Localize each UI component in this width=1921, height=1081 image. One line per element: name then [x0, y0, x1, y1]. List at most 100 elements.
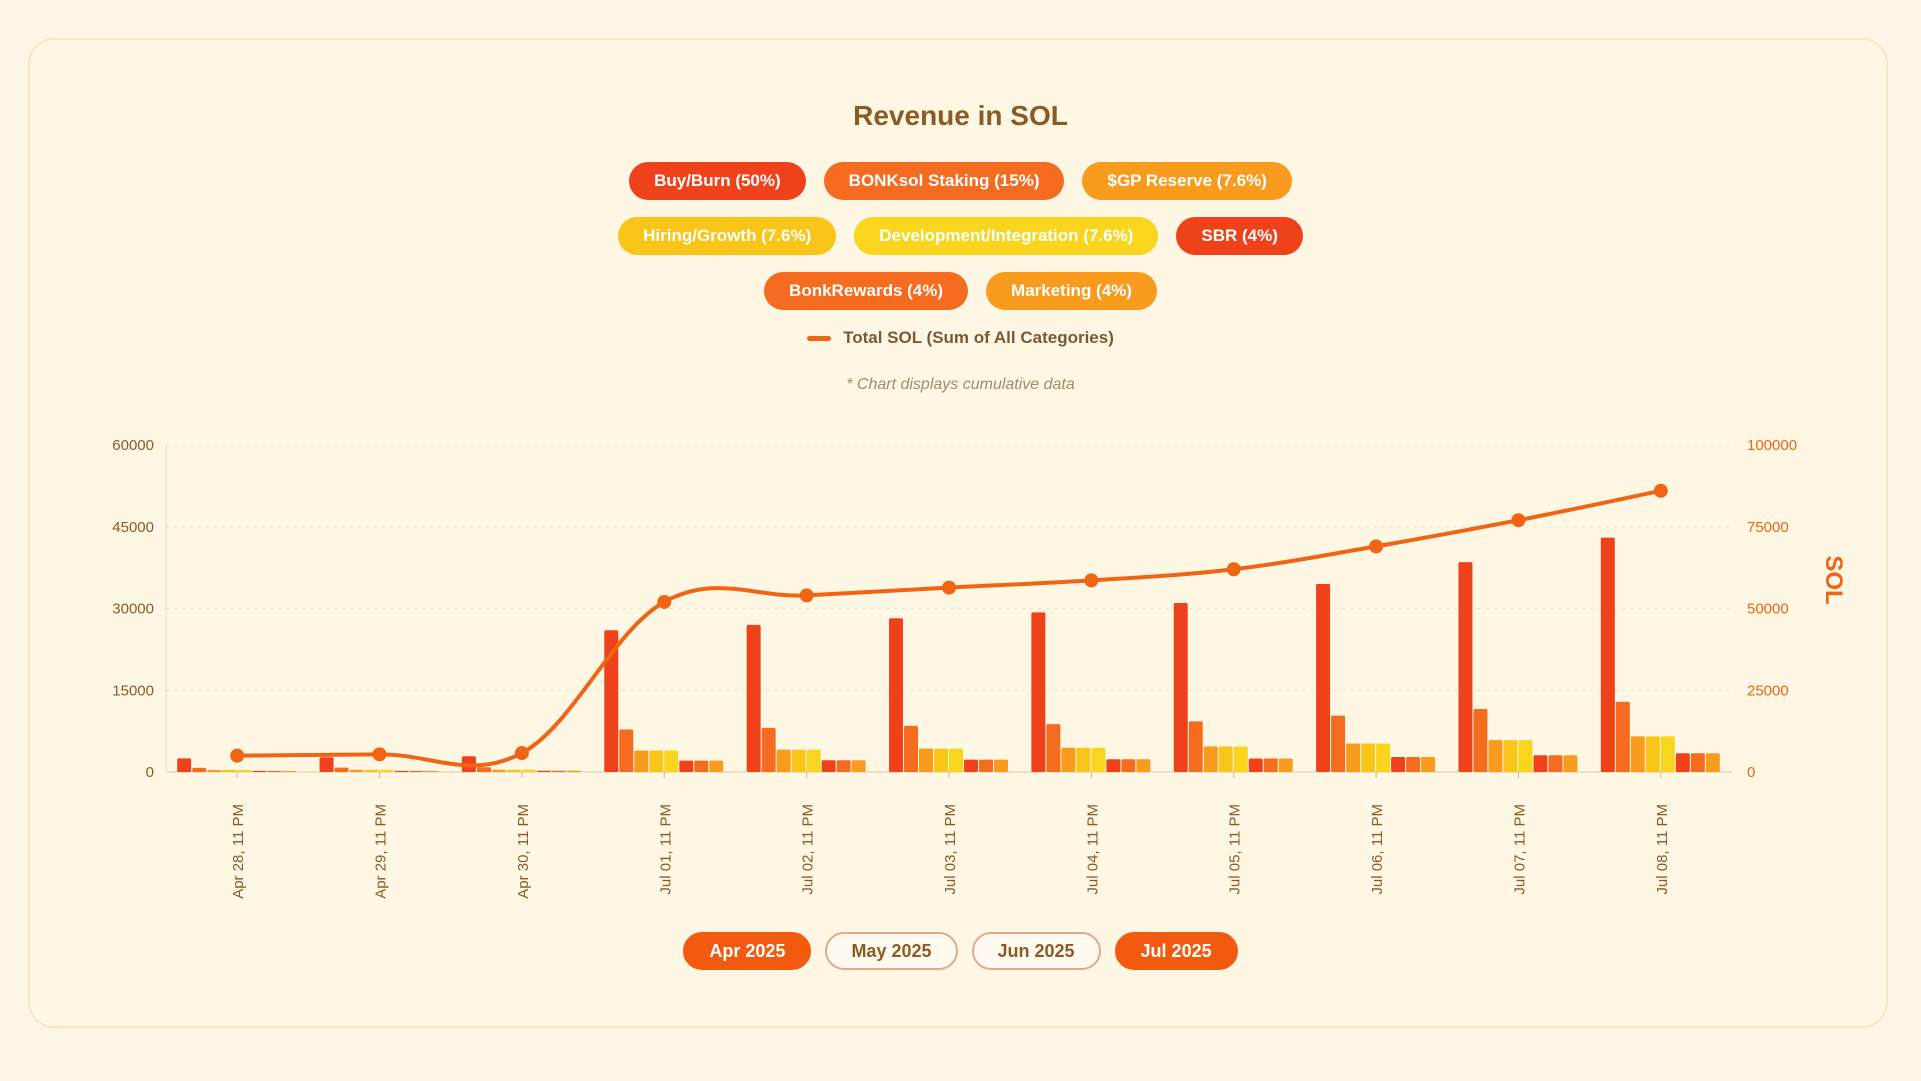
bar	[566, 770, 581, 772]
bar	[1121, 759, 1136, 772]
legend-pill-bonksol-staking[interactable]: BONKsol Staking (15%)	[823, 162, 1065, 200]
bar	[1076, 747, 1091, 772]
bar	[536, 770, 551, 772]
bar	[1473, 709, 1488, 772]
bar	[506, 769, 521, 772]
bar	[207, 769, 222, 772]
x-tick-label: Jul 07, 11 PM	[1511, 804, 1528, 895]
bar	[1406, 756, 1421, 772]
legend-pill-development-integration[interactable]: Development/Integration (7.6%)	[854, 217, 1159, 255]
bar	[604, 630, 619, 772]
bar	[1278, 758, 1293, 772]
bar	[619, 729, 634, 772]
bar	[1263, 758, 1278, 772]
bar	[1660, 736, 1675, 772]
bar	[791, 749, 806, 772]
bar	[964, 759, 978, 772]
bar	[1091, 747, 1106, 772]
bar	[1690, 753, 1705, 772]
legend-total-label: Total SOL (Sum of All Categories)	[843, 328, 1114, 347]
y-tick-label-left: 15000	[112, 682, 154, 699]
bar	[1705, 753, 1720, 772]
bar	[694, 760, 709, 772]
chart-card	[28, 38, 1888, 1028]
y-tick-label-right: 100000	[1747, 437, 1797, 454]
legend-pill-bonkrewards[interactable]: BonkRewards (4%)	[764, 272, 969, 310]
bar	[1458, 562, 1473, 772]
legend-pill-buy-burn[interactable]: Buy/Burn (50%)	[629, 162, 806, 200]
bar	[177, 758, 192, 772]
bar	[836, 760, 851, 772]
bar	[521, 769, 536, 772]
bar	[319, 757, 334, 772]
bar	[934, 748, 948, 772]
total-sol-line	[235, 488, 1663, 768]
month-button-apr-2025[interactable]: Apr 2025	[683, 932, 812, 970]
bar	[267, 770, 282, 772]
bar	[761, 727, 776, 772]
bar	[1361, 743, 1376, 772]
bar	[1630, 736, 1645, 772]
legend-pill-sbr[interactable]: SBR (4%)	[1176, 217, 1303, 255]
bar	[776, 749, 791, 772]
chart-title: Revenue in SOL	[853, 100, 1068, 131]
bar	[1421, 756, 1436, 772]
legend-pill-marketing[interactable]: Marketing (4%)	[986, 272, 1157, 310]
month-button-jul-2025[interactable]: Jul 2025	[1114, 932, 1238, 970]
legend-total-sol[interactable]: Total SOL (Sum of All Categories)	[0, 328, 1921, 348]
bar	[634, 750, 649, 772]
bar	[1316, 583, 1331, 772]
bar	[1173, 603, 1188, 772]
bar	[709, 760, 724, 772]
y-tick-label-left: 60000	[112, 437, 154, 454]
bar	[349, 769, 364, 772]
total-sol-point	[657, 594, 672, 609]
x-tick-label: Jul 04, 11 PM	[1084, 804, 1101, 895]
legend-line-swatch	[807, 335, 832, 341]
x-tick-label: Apr 28, 11 PM	[230, 804, 247, 899]
y-tick-label-right: 25000	[1747, 682, 1789, 699]
bar	[1188, 721, 1203, 772]
bar	[334, 767, 349, 772]
total-sol-point	[942, 580, 956, 595]
bar	[889, 618, 903, 772]
x-tick-label: Jul 03, 11 PM	[942, 804, 959, 895]
bar	[1061, 747, 1076, 772]
bar	[1233, 746, 1248, 772]
bar	[1376, 743, 1391, 772]
y-axis-label-right: SOL	[1820, 555, 1847, 604]
total-sol-point	[1369, 539, 1384, 554]
bar	[394, 770, 409, 772]
total-sol-point	[1084, 573, 1099, 588]
bar	[1563, 755, 1578, 772]
bar	[282, 770, 297, 772]
total-sol-point	[1511, 513, 1526, 528]
x-tick-label: Jul 08, 11 PM	[1654, 804, 1671, 895]
bar	[746, 624, 761, 772]
legend-pill-hiring-growth[interactable]: Hiring/Growth (7.6%)	[618, 217, 837, 255]
legend-pill-gp-reserve[interactable]: $GP Reserve (7.6%)	[1082, 162, 1292, 200]
y-tick-label-left: 30000	[112, 601, 154, 618]
legend-row-1: Buy/Burn (50%) BONKsol Staking (15%) $GP…	[0, 162, 1921, 200]
bar	[1346, 743, 1361, 772]
bar	[491, 769, 506, 772]
month-button-jun-2025[interactable]: Jun 2025	[971, 932, 1101, 970]
x-tick-label: Apr 30, 11 PM	[515, 804, 532, 899]
month-button-may-2025[interactable]: May 2025	[825, 932, 958, 970]
bar	[919, 748, 933, 772]
legend-row-3: BonkRewards (4%) Marketing (4%)	[0, 272, 1921, 310]
total-sol-point	[799, 588, 814, 603]
bar	[1548, 755, 1563, 772]
legend-row-2: Hiring/Growth (7.6%) Development/Integra…	[0, 217, 1921, 255]
y-tick-label-right: 50000	[1747, 601, 1789, 618]
x-tick-label: Jul 05, 11 PM	[1227, 804, 1244, 895]
bar	[1391, 756, 1406, 772]
bar	[192, 767, 207, 772]
x-tick-label: Jul 01, 11 PM	[657, 804, 674, 895]
y-tick-label-right: 0	[1747, 764, 1755, 781]
bar	[1518, 740, 1533, 772]
bar	[1675, 753, 1690, 772]
bar	[1203, 746, 1218, 772]
bar	[806, 749, 821, 772]
bar	[222, 769, 237, 772]
